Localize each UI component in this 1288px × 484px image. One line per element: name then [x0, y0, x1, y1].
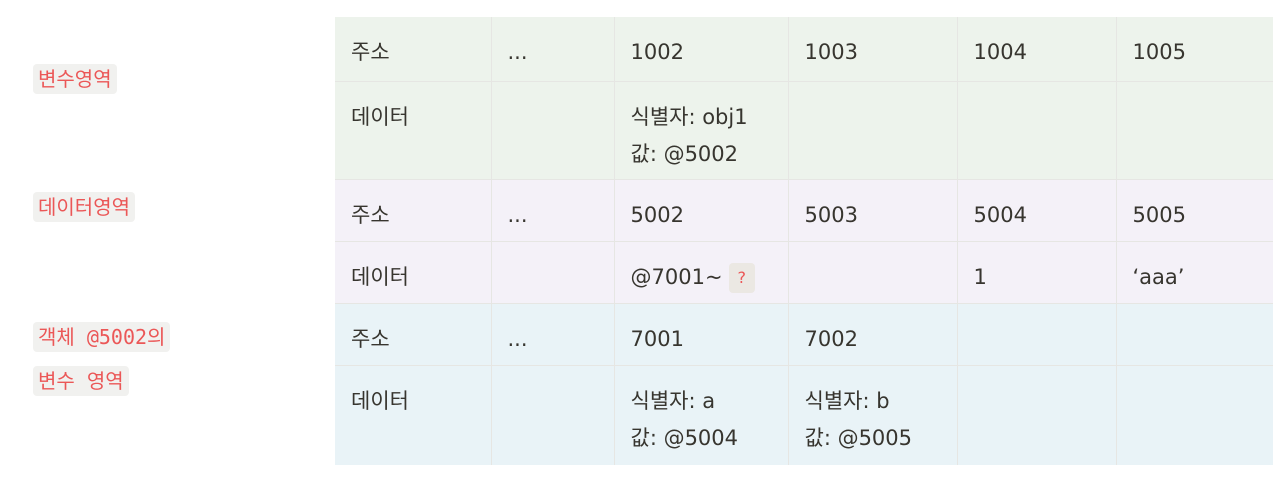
address-cell: ... — [490, 302, 615, 366]
address-cell — [956, 302, 1117, 366]
data-cell: 식별자: a 값: @5004 — [613, 364, 789, 465]
data-header-cell: 데이터 — [335, 240, 492, 304]
address-cell: 7002 — [787, 302, 958, 366]
address-cell: 7001 — [613, 302, 789, 366]
identifier-text: 식별자: a — [630, 388, 716, 413]
data-cell: 식별자: obj1 값: @5002 — [613, 80, 789, 180]
data-cell — [490, 80, 615, 180]
data-cell — [956, 364, 1117, 465]
address-cell: 5004 — [956, 178, 1117, 242]
question-badge: ? — [728, 262, 756, 293]
data-cell — [956, 80, 1117, 180]
data-cell: 식별자: b 값: @5005 — [787, 364, 958, 465]
variable-area-label: 변수영역 — [33, 64, 117, 94]
data-area-label: 데이터영역 — [33, 192, 135, 222]
address-cell: ... — [490, 178, 615, 242]
data-cell — [1115, 364, 1273, 465]
value-text: 값: @5004 — [630, 425, 739, 450]
object-var-area-label-line1: 객체 @5002의 — [33, 322, 171, 352]
address-cell: 1005 — [1115, 17, 1273, 82]
variable-area-data-row: 데이터 식별자: obj1 값: @5002 — [335, 80, 1273, 180]
data-cell — [787, 240, 958, 304]
address-cell: 5003 — [787, 178, 958, 242]
data-area-data-row: 데이터 @7001~? 1 ‘aaa’ — [335, 240, 1273, 304]
data-cell — [1115, 80, 1273, 180]
identifier-text: 식별자: obj1 — [630, 104, 748, 129]
address-header-cell: 주소 — [335, 302, 492, 366]
address-cell: 1002 — [613, 17, 789, 82]
address-cell: 5002 — [613, 178, 789, 242]
data-area-address-row: 주소 ... 5002 5003 5004 5005 — [335, 178, 1273, 242]
object-area-data-row: 데이터 식별자: a 값: @5004 식별자: b 값: @5005 — [335, 364, 1273, 465]
data-cell: @7001~? — [613, 240, 789, 304]
memory-table: 주소 ... 1002 1003 1004 1005 데이터 식별자: obj1… — [335, 17, 1273, 465]
address-cell — [1115, 302, 1273, 366]
value-text: 값: @5002 — [630, 141, 739, 166]
address-cell: ... — [490, 17, 615, 82]
data-header-cell: 데이터 — [335, 80, 492, 180]
address-cell: 1003 — [787, 17, 958, 82]
data-cell — [787, 80, 958, 180]
address-cell: 1004 — [956, 17, 1117, 82]
variable-area-address-row: 주소 ... 1002 1003 1004 1005 — [335, 17, 1273, 82]
address-header-cell: 주소 — [335, 17, 492, 82]
data-cell — [490, 364, 615, 465]
object-var-area-label-line2: 변수 영역 — [33, 366, 129, 396]
identifier-text: 식별자: b — [804, 388, 890, 413]
data-cell — [490, 240, 615, 304]
data-cell: ‘aaa’ — [1115, 240, 1273, 304]
address-cell: 5005 — [1115, 178, 1273, 242]
data-header-cell: 데이터 — [335, 364, 492, 465]
address-header-cell: 주소 — [335, 178, 492, 242]
object-range-text: @7001~ — [630, 264, 723, 289]
value-text: 값: @5005 — [804, 425, 913, 450]
data-cell: 1 — [956, 240, 1117, 304]
object-area-address-row: 주소 ... 7001 7002 — [335, 302, 1273, 366]
